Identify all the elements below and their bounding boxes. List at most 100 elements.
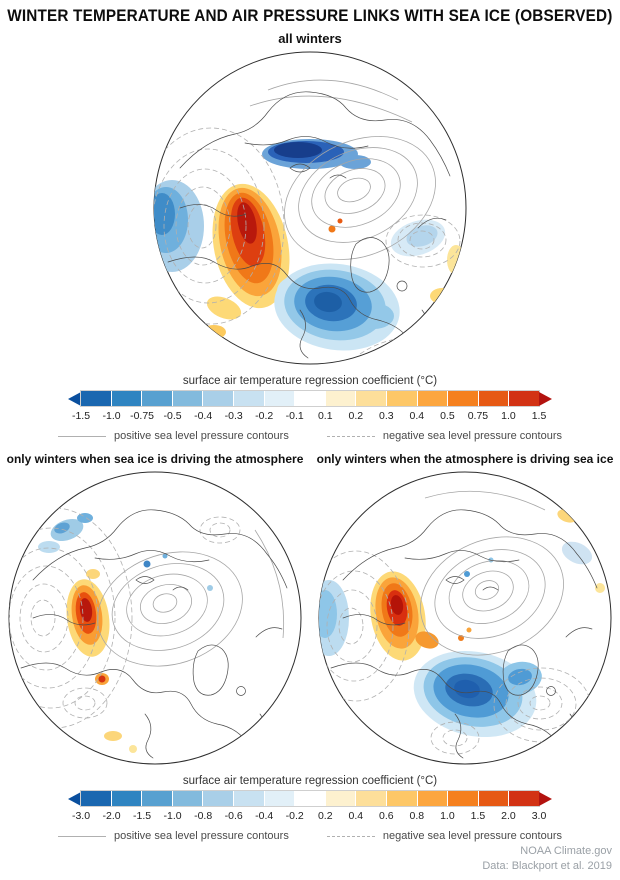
colorbar-segment [81,391,111,406]
colorbar-bottom-label: surface air temperature regression coeff… [182,775,438,787]
colorbar-segment [478,391,509,406]
colorbar-segment [264,791,295,806]
colorbar-tick: -0.4 [194,410,213,422]
colorbar-tick: 2.0 [501,810,516,822]
panel-title-atm-driving: only winters when the atmosphere is driv… [316,452,614,466]
colorbar-tick: 0.75 [467,410,489,422]
colorbar-segment [417,791,448,806]
negative-pressure-contours [9,507,241,729]
colorbar-segment [142,391,172,406]
map-boundary [8,471,302,765]
colorbar-tick: -0.1 [285,410,304,422]
negative-contour-label: negative sea level pressure contours [382,430,563,442]
colorbar-ticks: -3.0 -2.0 -1.5 -1.0 -0.8 -0.6 -0.4 -0.2 0.2 0.4 0.… [72,810,546,824]
colorbar-right-arrow [539,791,552,806]
negative-pressure-contours [154,127,461,355]
colorbar-tick: 0.5 [440,410,455,422]
colorbar-tick: -1.0 [102,410,121,422]
contour-legend-top: positive sea level pressure contours neg… [0,430,620,442]
temperature-anomaly-shading [319,509,605,738]
colorbar-segment [386,391,417,406]
credit-source: NOAA Climate.gov [520,845,612,858]
positive-pressure-contours [420,490,564,656]
negative-contour-line-sample [326,435,375,437]
colorbar-segment [386,791,417,806]
colorbar-segment [295,391,325,406]
colorbar-tick: -0.75 [130,410,155,422]
colorbar-segment [325,391,356,406]
colorbar-tick: -0.2 [285,810,304,822]
positive-contour-line-sample [57,435,106,437]
colorbar-tick: -1.5 [71,410,91,422]
colorbar-segment [203,391,233,406]
colorbar-tick: 3.0 [531,810,547,822]
colorbar-tick: -0.2 [255,410,274,422]
colorbar-segment [448,391,478,406]
colorbar-segment [233,791,264,806]
colorbar-tick: -0.3 [224,410,243,422]
colorbar-segment [203,791,233,806]
polar-map-all-winters [153,51,467,365]
positive-contour-line-sample [57,835,106,837]
colorbar-tick: 1.5 [470,810,486,822]
colorbar-segment [295,791,325,806]
colorbar-right-arrow [539,391,552,406]
colorbar-tick: 1.0 [440,810,455,822]
colorbar-segment [111,391,142,406]
colorbar-tick: -1.0 [163,810,182,822]
colorbar-segment [509,391,539,406]
positive-pressure-contours [97,529,284,667]
colorbar-segment [417,391,448,406]
colorbar-segment [111,791,142,806]
colorbar-segment [325,791,356,806]
colorbar-tick: -2.0 [102,810,121,822]
bottom-panel-titles: only winters when sea ice is driving the… [0,452,620,466]
colorbar-ticks: -1.5 -1.0 -0.75 -0.5 -0.4 -0.3 -0.2 -0.1 0.1 0.2 0… [72,410,546,424]
colorbar-segment [172,791,203,806]
colorbar-top: -1.5 -1.0 -0.75 -0.5 -0.4 -0.3 -0.2 -0.1 0.1 0.2 0… [68,390,552,424]
colorbar-segment [233,391,264,406]
colorbar-segment [356,791,386,806]
colorbar-segment [356,391,386,406]
colorbar-segment [509,791,539,806]
colorbar-segments [80,790,540,807]
figure-title: WINTER TEMPERATURE AND AIR PRESSURE LINK… [7,6,613,25]
positive-contour-label: positive sea level pressure contours [113,830,289,842]
polar-map-ice-driving [8,471,302,765]
coastlines [330,509,598,759]
colorbar-bottom-block: surface air temperature regression coeff… [0,775,620,842]
colorbar-segment [478,791,509,806]
colorbar-segments [80,390,540,407]
colorbar-tick: 0.2 [317,810,333,822]
colorbar-left-arrow [68,391,81,406]
colorbar-tick: -0.6 [224,810,243,822]
bottom-map-row [0,468,620,768]
colorbar-tick: 0.3 [379,410,394,422]
polar-map-atm-driving [318,471,612,765]
colorbar-tick: 1.0 [501,410,516,422]
colorbar-tick: 0.1 [317,410,333,422]
colorbar-tick: -3.0 [71,810,91,822]
colorbar-tick: 0.4 [409,410,425,422]
colorbar-tick: 0.8 [409,810,425,822]
colorbar-bottom: -3.0 -2.0 -1.5 -1.0 -0.8 -0.6 -0.4 -0.2 0.2 0.4 0.… [68,790,552,824]
negative-contour-label: negative sea level pressure contours [382,830,563,842]
top-map-row [0,48,620,368]
colorbar-tick: 0.4 [348,810,364,822]
credit: NOAA Climate.gov Data: Blackport et al. … [482,844,612,874]
colorbar-tick: 1.5 [531,410,547,422]
figure: WINTER TEMPERATURE AND AIR PRESSURE LINK… [0,6,620,872]
panel-title-all-winters: all winters [278,31,342,46]
colorbar-tick: 0.6 [379,810,394,822]
colorbar-segment [81,791,111,806]
negative-contour-line-sample [326,835,375,837]
colorbar-tick: 0.2 [348,410,364,422]
coastlines [20,509,288,759]
coastlines [167,91,451,359]
colorbar-tick: -0.4 [255,810,274,822]
positive-contour-label: positive sea level pressure contours [113,430,289,442]
colorbar-segment [172,391,203,406]
colorbar-tick: -0.8 [194,810,213,822]
credit-data: Data: Blackport et al. 2019 [482,860,612,873]
